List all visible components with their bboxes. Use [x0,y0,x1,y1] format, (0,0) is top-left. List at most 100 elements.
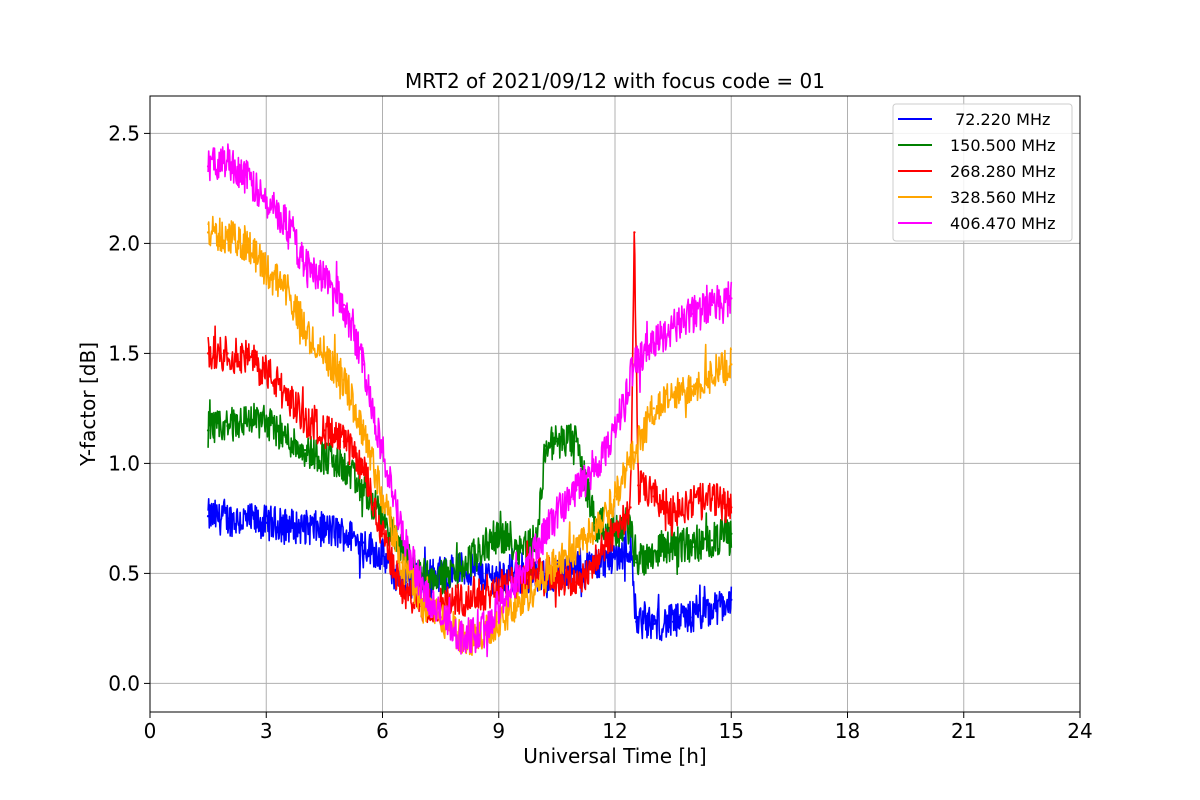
data-point [245,418,249,421]
data-point [400,550,404,553]
y-tick-label: 1.5 [108,341,140,365]
x-tick-label: 0 [144,719,157,743]
data-point [303,526,307,529]
data-point [594,561,597,564]
data-point [633,451,636,454]
data-point [361,363,365,366]
data-point [575,581,578,584]
data-series [206,143,733,658]
data-point [245,242,249,245]
data-point [497,532,500,535]
data-point [516,576,520,579]
data-point [637,484,640,487]
data-point [635,620,638,623]
data-point [206,231,210,234]
y-tick-label: 1.0 [108,451,140,475]
data-point [478,572,481,575]
data-point [516,545,520,549]
data-point [629,545,632,549]
data-point [691,616,694,619]
data-point [710,609,714,612]
data-point [303,264,307,267]
data-point [497,605,500,608]
data-point [265,420,268,423]
data-point [555,576,559,579]
data-point [323,429,326,432]
legend-box [892,103,1073,242]
data-point [381,495,384,498]
series-line-4 [207,143,733,658]
data-point [710,303,714,307]
data-point [361,488,365,491]
data-point [691,312,694,315]
x-tick-label: 18 [835,719,860,743]
data-point [284,435,287,439]
data-point [652,550,655,553]
series-line-3 [207,215,733,657]
data-point [303,449,307,452]
x-tick-label: 12 [602,719,627,743]
data-point [671,620,675,623]
data-point [303,418,307,421]
data-point [730,532,733,535]
data-point [400,561,404,564]
data-point [555,440,559,443]
x-tick-label: 15 [719,719,744,743]
data-point [555,510,559,513]
data-point [478,633,481,637]
data-point [544,444,547,447]
data-point [613,554,617,557]
data-point [206,515,210,518]
data-point [245,176,249,179]
x-tick-label: 24 [1067,719,1092,743]
data-point [710,539,714,542]
data-point [575,488,578,491]
data-point [671,396,675,399]
data-point [458,567,462,571]
legend-label: 72.220 MHz [950,110,1050,129]
data-point [400,532,404,535]
data-point [652,341,655,344]
data-point [265,521,268,524]
data-point [652,407,655,410]
data-point [284,220,287,223]
chart-title: MRT2 of 2021/09/12 with focus code = 01 [405,69,825,93]
data-point [323,275,326,278]
data-point [342,303,345,307]
data-point [381,532,384,535]
legend: 72.220 MHz 150.500 MHz 268.280 MHz 328.560 … [892,103,1073,242]
data-point [284,523,287,527]
data-point [652,622,655,626]
data-point [420,598,423,601]
x-tick-label: 6 [376,719,389,743]
data-point [226,158,229,161]
y-axis-ticks: 0.0 0.5 1.0 1.5 2.0 2.5 [108,121,150,695]
data-point [633,363,636,366]
data-point [594,523,597,527]
x-axis-ticks: 0 3 6 9 12 15 18 21 24 [144,712,1093,743]
x-tick-label: 21 [951,719,976,743]
data-point [206,165,210,168]
data-point [381,554,384,557]
data-point [361,429,365,432]
data-point [629,506,632,509]
y-tick-label: 2.0 [108,231,140,255]
data-point [730,363,733,366]
data-point [478,594,481,597]
data-point [575,567,578,571]
data-point [361,466,365,469]
data-point [536,567,539,571]
y-tick-label: 0.0 [108,671,140,695]
data-point [575,440,578,443]
data-point [478,550,481,553]
data-point [516,605,520,608]
data-point [730,506,733,509]
data-point [730,598,733,601]
data-point [342,466,345,469]
data-point [226,517,229,520]
data-point [458,633,462,637]
data-point [613,528,617,531]
data-point [323,455,326,458]
data-point [536,583,539,586]
data-point [226,235,229,238]
